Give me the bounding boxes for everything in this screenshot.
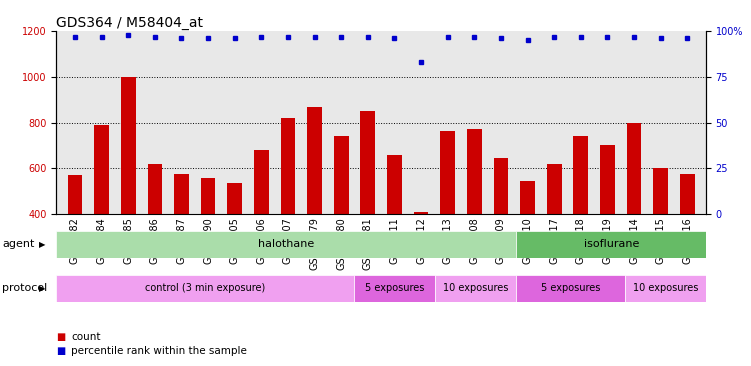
Bar [281, 118, 295, 306]
Text: isoflurane: isoflurane [584, 239, 639, 249]
Bar [360, 111, 376, 306]
Bar [517, 274, 625, 302]
Bar [254, 150, 269, 306]
Bar [625, 274, 706, 302]
Bar [547, 164, 562, 306]
Bar [517, 231, 706, 258]
Bar [56, 274, 354, 302]
Text: ■: ■ [56, 332, 65, 342]
Bar [174, 174, 189, 306]
Text: percentile rank within the sample: percentile rank within the sample [71, 346, 247, 356]
Bar [334, 137, 348, 306]
Text: ■: ■ [56, 346, 65, 356]
Text: count: count [71, 332, 101, 342]
Text: 5 exposures: 5 exposures [365, 283, 424, 293]
Bar [653, 168, 668, 306]
Bar [436, 274, 517, 302]
Text: protocol: protocol [2, 283, 47, 293]
Text: 5 exposures: 5 exposures [541, 283, 600, 293]
Bar [574, 137, 588, 306]
Bar [68, 175, 83, 306]
Bar [440, 131, 455, 306]
Bar [354, 274, 436, 302]
Text: ▶: ▶ [39, 240, 46, 249]
Text: control (3 min exposure): control (3 min exposure) [145, 283, 265, 293]
Bar [520, 181, 535, 306]
Bar [95, 125, 109, 306]
Bar [201, 178, 216, 306]
Bar [121, 77, 135, 306]
Bar [307, 107, 322, 306]
Text: GDS364 / M58404_at: GDS364 / M58404_at [56, 16, 204, 30]
Bar [228, 183, 242, 306]
Text: ▶: ▶ [39, 284, 46, 293]
Bar [627, 123, 641, 306]
Bar [680, 174, 695, 306]
Bar [600, 146, 615, 306]
Text: 10 exposures: 10 exposures [632, 283, 698, 293]
Text: 10 exposures: 10 exposures [443, 283, 508, 293]
Bar [493, 158, 508, 306]
Text: halothane: halothane [258, 239, 315, 249]
Bar [147, 164, 162, 306]
Text: agent: agent [2, 239, 35, 249]
Bar [56, 231, 517, 258]
Bar [414, 212, 428, 306]
Bar [387, 155, 402, 306]
Bar [467, 130, 481, 306]
